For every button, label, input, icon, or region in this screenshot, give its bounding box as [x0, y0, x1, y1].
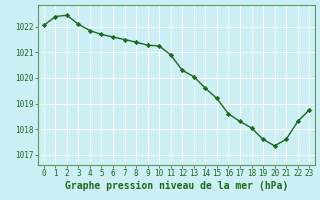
X-axis label: Graphe pression niveau de la mer (hPa): Graphe pression niveau de la mer (hPa) [65, 181, 288, 191]
